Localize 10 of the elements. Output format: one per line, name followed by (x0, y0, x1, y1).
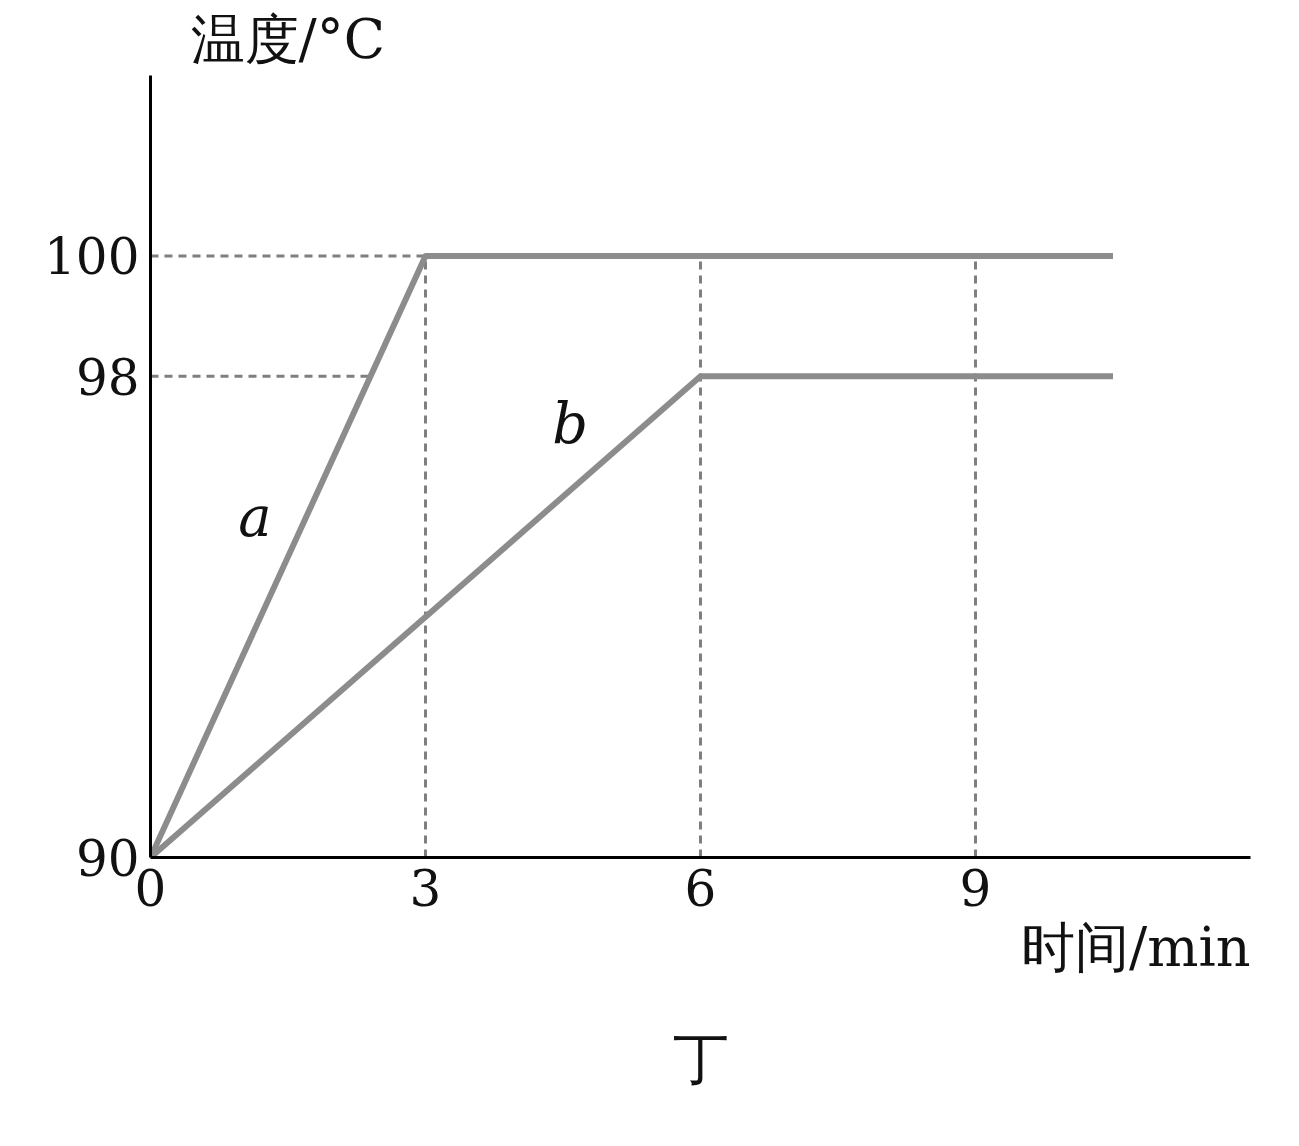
x-tick-label: 9 (959, 859, 992, 918)
series-label: a (238, 484, 272, 550)
y-tick-label: 100 (44, 228, 140, 287)
x-tick-label: 6 (684, 859, 717, 918)
x-axis-title: 时间/min (1021, 915, 1251, 979)
y-tick-label: 98 (75, 348, 140, 407)
text: 丁 (672, 1025, 729, 1091)
x-tick-label: 3 (409, 859, 442, 918)
y-axis-title: 温度/°C (190, 7, 386, 71)
series-label: b (552, 390, 589, 456)
